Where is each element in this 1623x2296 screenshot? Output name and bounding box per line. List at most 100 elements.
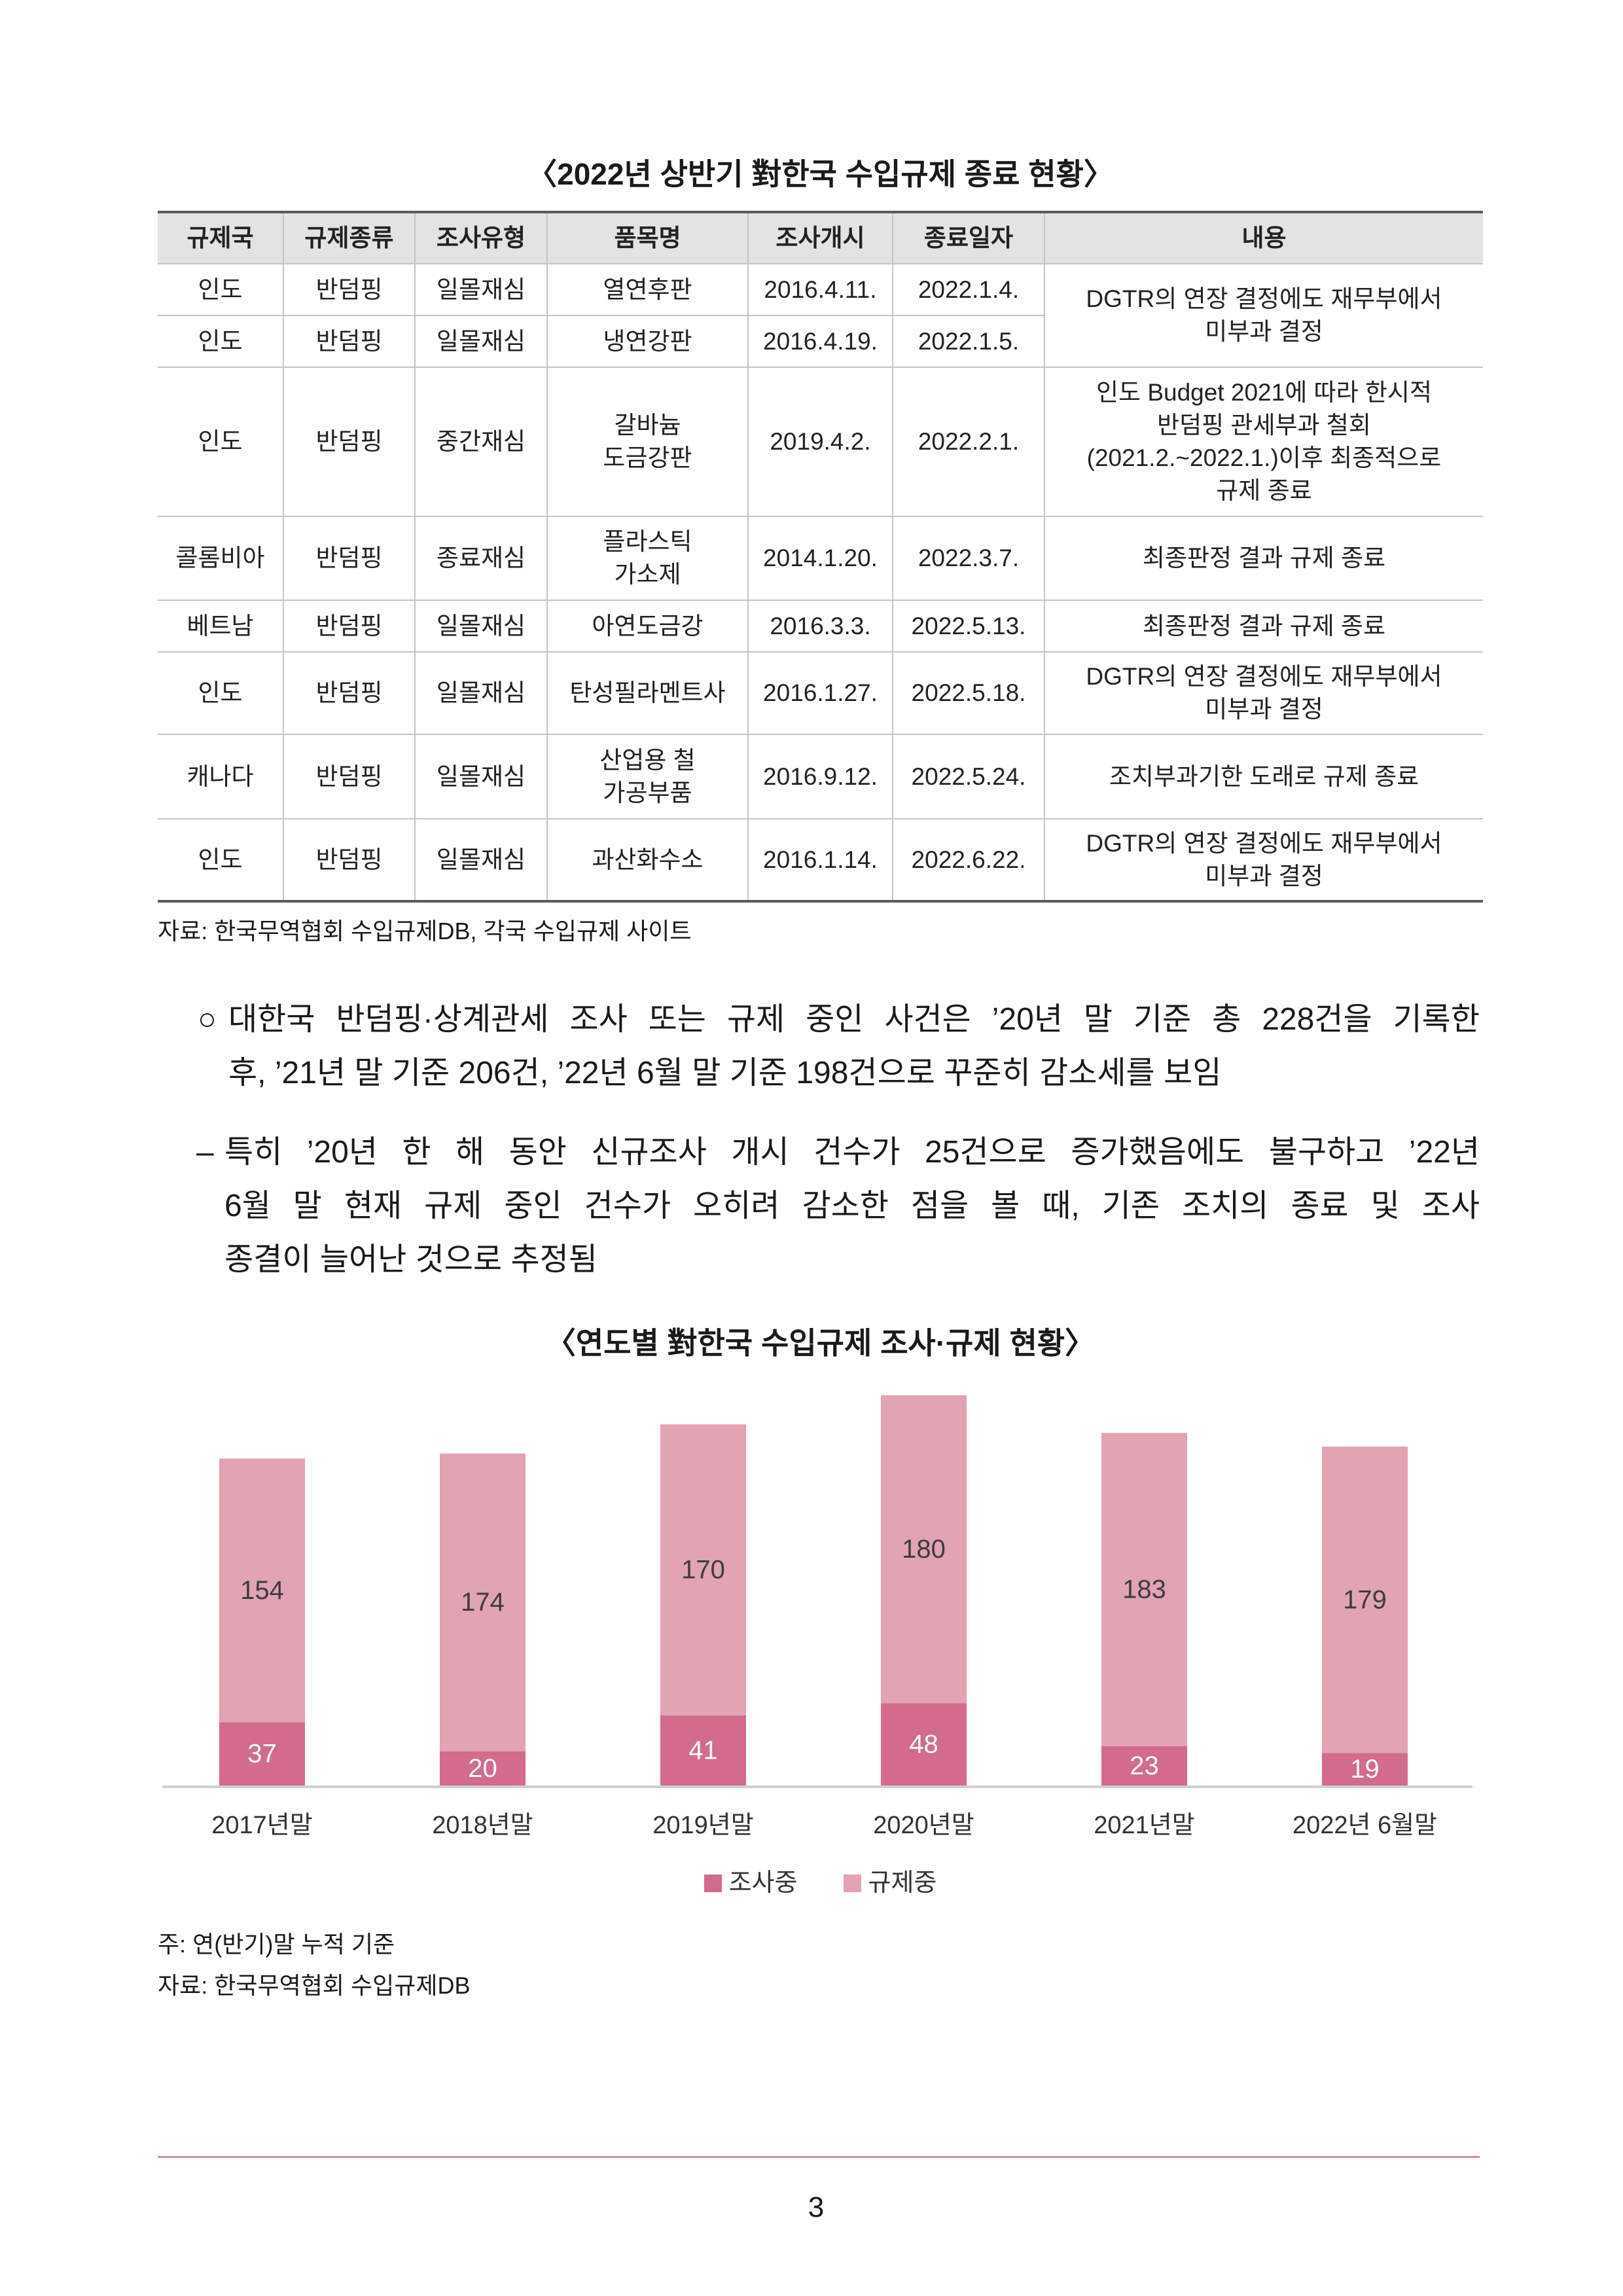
cell-measure: 반덤핑: [283, 315, 416, 368]
cell-measure: 반덤핑: [283, 651, 416, 735]
cell-start-date: 2016.1.14.: [747, 818, 893, 903]
category-label: 2021년말: [1094, 1812, 1194, 1839]
cell-details: 인도 Budget 2021에 따라 한시적 반덤핑 관세부과 철회 (2021…: [1044, 367, 1483, 517]
bar-segment-investigating: [219, 1722, 305, 1785]
cell-country: 캐나다: [158, 734, 284, 819]
bar-stack: 23 183 2021년말: [1094, 1433, 1195, 1839]
cell-country: 베트남: [158, 600, 284, 653]
cell-country: 인도: [158, 367, 284, 517]
data-label-regulated: 180: [902, 1535, 946, 1564]
cell-product: 산업용 철 가공부품: [546, 734, 749, 819]
bar-stack: 48 180 2020년말: [873, 1395, 974, 1839]
cell-review-type: 일몰재심: [414, 818, 548, 903]
cell-product: 과산화수소: [546, 818, 749, 903]
chart-notes: 주: 연(반기)말 누적 기준 자료: 한국무역협회 수입규제DB: [158, 1924, 470, 2006]
data-label-regulated: 183: [1122, 1575, 1166, 1604]
table-row: 베트남 반덤핑 일몰재심 아연도금강 2016.3.3. 2022.5.13. …: [158, 600, 1483, 653]
cell-country: 인도: [158, 315, 284, 368]
header-start-date: 조사개시: [747, 211, 893, 264]
cell-start-date: 2016.3.3.: [747, 600, 893, 653]
regulation-table: 규제국 규제종류 조사유형 품목명 조사개시 종료일자 내용 인도 반덤핑 일몰…: [158, 211, 1483, 903]
data-label-regulated: 154: [240, 1576, 284, 1605]
category-label: 2018년말: [432, 1812, 533, 1839]
cell-details: 최종판정 결과 규제 종료: [1044, 516, 1483, 601]
page-number: 3: [808, 2191, 825, 2223]
paragraph-line: 6월 말 현재 규제 중인 건수가 오히려 감소한 점을 볼 때, 기존 조치의…: [224, 1189, 1480, 1223]
bullet-paragraph: ○ 대한국 반덤핑·상계관세 조사 또는 규제 중인 사건은 ’20년 말 기준…: [198, 993, 1480, 1100]
cell-details: 최종판정 결과 규제 종료: [1044, 600, 1483, 653]
cell-country: 콜롬비아: [158, 516, 284, 601]
table-row: 캐나다 반덤핑 일몰재심 산업용 철 가공부품 2016.9.12. 2022.…: [158, 734, 1483, 819]
cell-end-date: 2022.6.22.: [892, 818, 1045, 903]
chart-title: 〈연도별 對한국 수입규제 조사·규제 현황〉: [545, 1326, 1096, 1360]
cell-start-date: 2019.4.2.: [747, 367, 893, 517]
header-measure: 규제종류: [283, 211, 416, 264]
cell-start-date: 2014.1.20.: [747, 516, 893, 601]
table-row: 인도 반덤핑 일몰재심 탄성필라멘트사 2016.1.27. 2022.5.18…: [158, 651, 1483, 735]
category-label: 2022년 6월말: [1293, 1812, 1437, 1839]
legend-swatch-regulated: [843, 1874, 861, 1892]
cell-country: 인도: [158, 818, 284, 903]
cell-product: 갈바늄 도금강판: [546, 367, 749, 517]
paragraph-line: 종결이 늘어난 것으로 추정됨: [224, 1242, 597, 1277]
cell-country: 인도: [158, 263, 284, 316]
legend-label-investigating: 조사중: [728, 1869, 798, 1897]
cell-review-type: 중간재심: [414, 367, 548, 517]
table-source: 자료: 한국무역협회 수입규제DB, 각국 수입규제 사이트: [158, 918, 692, 944]
bar-segment-regulated: [440, 1453, 526, 1751]
cell-start-date: 2016.9.12.: [747, 734, 893, 819]
cell-details: DGTR의 연장 결정에도 재무부에서 미부과 결정: [1044, 263, 1483, 368]
paragraph-line: 후, ’21년 말 기준 206건, ’22년 6월 말 기준 198건으로 꾸…: [228, 1056, 1222, 1090]
data-label-investigating: 23: [1130, 1751, 1159, 1780]
cell-end-date: 2022.5.13.: [892, 600, 1045, 653]
cell-review-type: 일몰재심: [414, 651, 548, 735]
cell-end-date: 2022.3.7.: [892, 516, 1045, 601]
cell-end-date: 2022.1.4.: [892, 263, 1045, 316]
bar-stack: 37 154 2017년말: [211, 1458, 313, 1839]
bar-segment-investigating: [881, 1703, 967, 1785]
cell-review-type: 일몰재심: [414, 263, 548, 316]
footer-rule: [158, 2156, 1480, 2158]
cell-details: DGTR의 연장 결정에도 재무부에서 미부과 결정: [1044, 651, 1483, 735]
bar-stack: 20 174 2018년말: [432, 1453, 533, 1839]
cell-country: 인도: [158, 651, 284, 735]
paragraph-line: 특히 ’20년 한 해 동안 신규조사 개시 건수가 25건으로 증가했음에도 …: [224, 1135, 1480, 1170]
cell-measure: 반덤핑: [283, 516, 416, 601]
dash-symbol: –: [196, 1135, 214, 1170]
cell-start-date: 2016.1.27.: [747, 651, 893, 735]
table-header-row: 규제국 규제종류 조사유형 품목명 조사개시 종료일자 내용: [158, 211, 1483, 264]
bar-stack: 19 179 2022년 6월말: [1293, 1446, 1437, 1839]
data-label-investigating: 19: [1350, 1755, 1380, 1784]
bar-segment-investigating: [440, 1751, 526, 1785]
legend-item-investigating: 조사중: [704, 1867, 798, 1899]
table-row: 인도 반덤핑 중간재심 갈바늄 도금강판 2019.4.2. 2022.2.1.…: [158, 367, 1483, 517]
cell-review-type: 종료재심: [414, 516, 548, 601]
bullet-text: 대한국 반덤핑·상계관세 조사 또는 규제 중인 사건은 ’20년 말 기준 총…: [228, 993, 1480, 1100]
cell-product: 아연도금강: [546, 600, 749, 653]
data-label-regulated: 179: [1343, 1585, 1387, 1614]
header-details: 내용: [1044, 211, 1483, 264]
dash-paragraph: – 특히 ’20년 한 해 동안 신규조사 개시 건수가 25건으로 증가했음에…: [196, 1126, 1480, 1287]
cell-product: 열연후판: [546, 263, 749, 316]
cell-review-type: 일몰재심: [414, 734, 548, 819]
cell-product: 탄성필라멘트사: [546, 651, 749, 735]
category-label: 2017년말: [211, 1812, 312, 1839]
cell-end-date: 2022.5.24.: [892, 734, 1045, 819]
category-label: 2020년말: [873, 1812, 974, 1839]
dash-text: 특히 ’20년 한 해 동안 신규조사 개시 건수가 25건으로 증가했음에도 …: [224, 1126, 1480, 1287]
cell-details: 조치부과기한 도래로 규제 종료: [1044, 734, 1483, 819]
stacked-bar-chart: 37 154 2017년말 20 174 2018년말 41 170 2019년말 48 180 20…: [162, 1395, 1472, 1839]
cell-measure: 반덤핑: [283, 818, 416, 903]
cell-review-type: 일몰재심: [414, 315, 548, 368]
cell-product: 냉연강판: [546, 315, 749, 368]
bar-segment-regulated: [660, 1424, 746, 1715]
legend-item-regulated: 규제중: [843, 1867, 937, 1899]
category-label: 2019년말: [652, 1812, 753, 1839]
table-row: 콜롬비아 반덤핑 종료재심 플라스틱 가소제 2014.1.20. 2022.3…: [158, 516, 1483, 601]
legend-label-regulated: 규제중: [868, 1869, 937, 1897]
bar-segment-regulated: [1101, 1433, 1187, 1746]
cell-start-date: 2016.4.11.: [747, 263, 893, 316]
chart-note: 주: 연(반기)말 누적 기준: [158, 1931, 395, 1958]
table-row: 인도 반덤핑 일몰재심 열연후판 2016.4.11. 2022.1.4. DG…: [158, 263, 1483, 368]
